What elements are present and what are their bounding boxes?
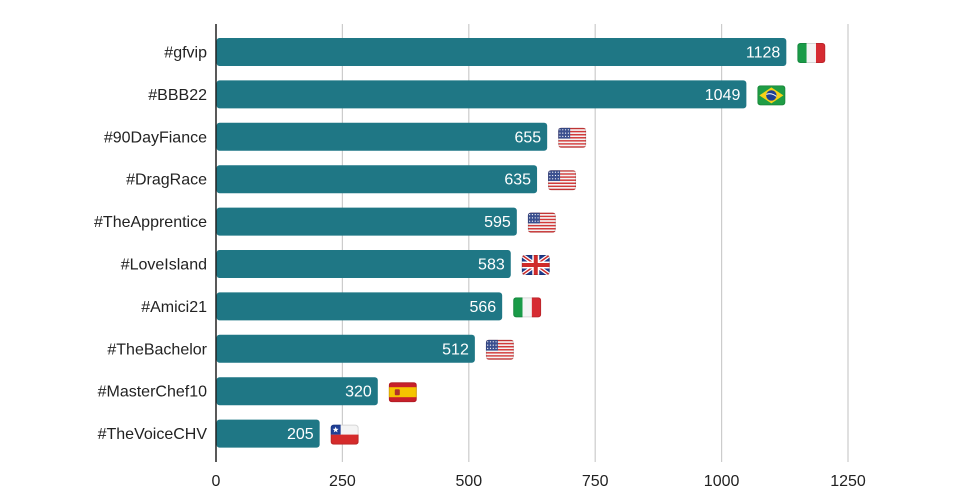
usa-flag-icon — [548, 170, 577, 191]
x-tick-label: 1250 — [830, 473, 866, 490]
bar — [216, 292, 503, 321]
category-label: #DragRace — [126, 172, 207, 189]
bars — [216, 38, 787, 448]
category-label: #MasterChef10 — [98, 384, 207, 401]
x-tick-label: 0 — [212, 473, 221, 490]
bar — [216, 334, 475, 363]
bar — [216, 250, 511, 278]
flags — [330, 43, 826, 445]
x-tick-label: 250 — [329, 473, 356, 490]
value-label: 566 — [469, 299, 496, 316]
x-tick-label: 1000 — [704, 473, 740, 490]
usa-flag-icon — [558, 127, 587, 148]
value-labels: 1128 1049 655 635 595 583 566 512 320 205 — [287, 45, 780, 444]
x-tick-labels: 0 250 500 750 1000 1250 — [212, 473, 866, 490]
category-label: #90DayFiance — [104, 129, 207, 146]
bar — [216, 165, 538, 194]
chile-flag-icon — [330, 424, 359, 445]
x-tick-label: 500 — [455, 473, 482, 490]
italy-flag-icon — [797, 43, 826, 63]
category-label: #TheVoiceCHV — [98, 426, 208, 443]
bar — [216, 207, 517, 236]
x-tick-label: 750 — [582, 473, 609, 490]
value-label: 583 — [478, 257, 505, 274]
category-label: #TheBachelor — [107, 341, 207, 358]
category-label: #gfvip — [164, 45, 207, 62]
brazil-flag-icon — [757, 85, 786, 106]
value-label: 320 — [345, 384, 372, 401]
uk-flag-icon — [521, 255, 550, 275]
italy-flag-icon — [513, 297, 542, 318]
value-label: 1049 — [705, 87, 741, 104]
value-label: 1128 — [746, 45, 781, 62]
bar — [216, 80, 747, 109]
category-label: #TheApprentice — [94, 214, 207, 231]
category-label: #Amici21 — [141, 299, 207, 316]
spain-flag-icon — [388, 382, 417, 403]
bar — [216, 38, 787, 66]
bar — [216, 122, 548, 151]
bar — [216, 419, 320, 448]
value-label: 205 — [287, 426, 314, 443]
value-label: 595 — [484, 214, 511, 231]
category-label: #LoveIsland — [121, 257, 207, 274]
bar — [216, 377, 378, 406]
category-labels: #gfvip #BBB22 #90DayFiance #DragRace #TheApp… — [94, 45, 208, 444]
usa-flag-icon — [485, 339, 514, 360]
value-label: 512 — [442, 341, 469, 358]
category-label: #BBB22 — [148, 87, 207, 104]
value-label: 655 — [514, 129, 541, 146]
value-label: 635 — [504, 172, 531, 189]
usa-flag-icon — [527, 212, 556, 233]
